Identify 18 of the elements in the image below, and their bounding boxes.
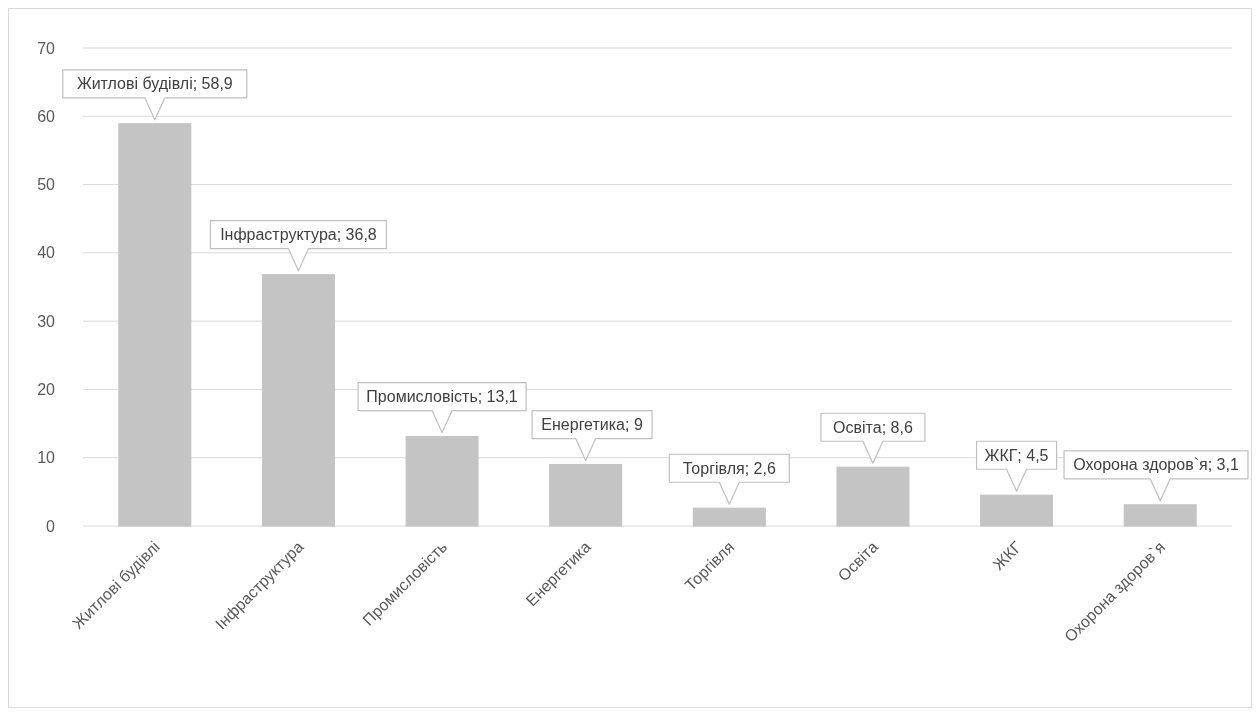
bar	[692, 507, 766, 527]
y-tick-label: 20	[37, 381, 56, 399]
y-tick-label: 40	[37, 244, 56, 262]
data-label: Освіта; 8,6	[833, 418, 913, 436]
data-label: Інфраструктура; 36,8	[220, 226, 377, 244]
y-tick-label: 60	[37, 107, 56, 125]
y-tick-label: 10	[37, 449, 56, 467]
data-label: ЖКГ; 4,5	[984, 446, 1049, 464]
y-tick-label: 30	[37, 312, 56, 330]
bar	[1123, 504, 1197, 527]
data-label: Промисловість; 13,1	[366, 388, 518, 406]
data-label: Торгівля; 2,6	[682, 459, 776, 477]
y-tick-label: 70	[37, 39, 56, 57]
y-tick-label: 0	[46, 517, 56, 535]
data-label: Житлові будівлі; 58,9	[76, 75, 233, 93]
data-label: Охорона здоров`я; 3,1	[1073, 456, 1239, 474]
data-label: Енергетика; 9	[541, 416, 643, 434]
y-tick-label: 50	[37, 176, 56, 194]
